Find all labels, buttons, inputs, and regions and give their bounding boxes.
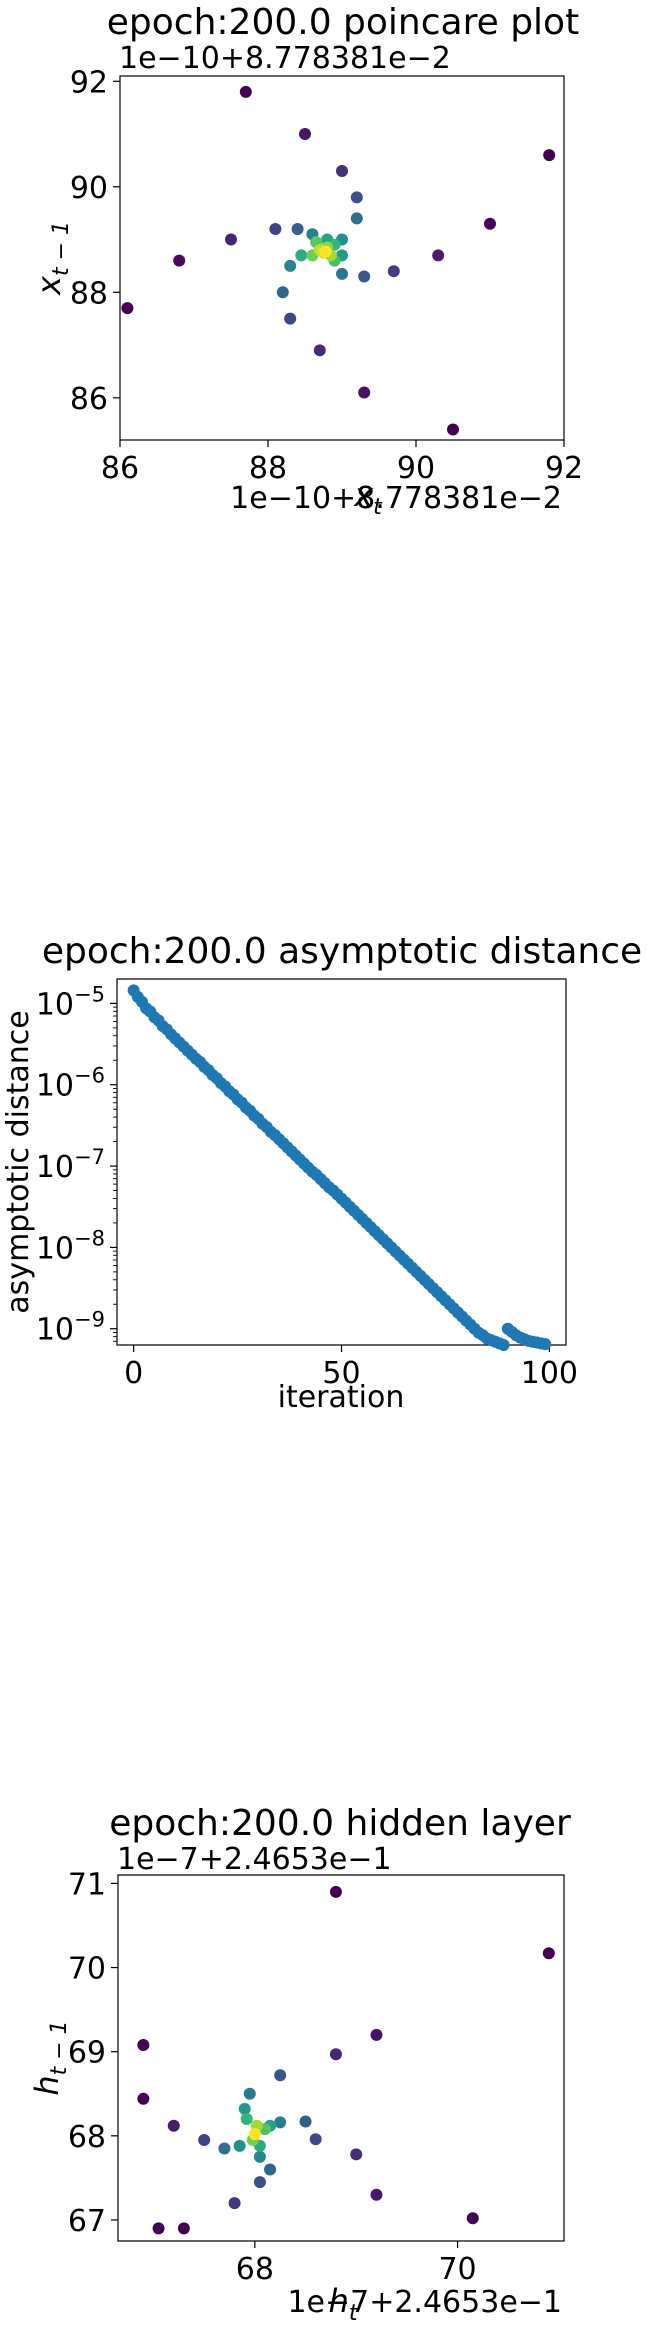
scatter-point bbox=[253, 2176, 266, 2189]
x-tick-label: 70 bbox=[438, 2252, 476, 2287]
scatter-point bbox=[284, 259, 297, 272]
x-axis-label: xt bbox=[353, 476, 383, 520]
scatter-point bbox=[264, 2163, 277, 2176]
x-offset-label: 1e−7+2.4653e−1 bbox=[287, 2285, 562, 2320]
scatter-point bbox=[350, 2148, 363, 2161]
y-tick-label: 10−5 bbox=[36, 982, 105, 1022]
scatter-point bbox=[240, 2113, 253, 2125]
scatter-point bbox=[447, 423, 459, 436]
scatter-point bbox=[370, 2188, 383, 2201]
scatter-point bbox=[284, 312, 297, 325]
y-axis-label: ht − 1 bbox=[28, 2020, 72, 2095]
y-tick-label: 10−8 bbox=[36, 1226, 105, 1266]
chart-title: epoch:200.0 asymptotic distance bbox=[42, 931, 642, 972]
x-tick-label: 86 bbox=[101, 451, 139, 486]
scatter-point bbox=[313, 344, 326, 357]
poincare-plot-panel: epoch:200.0 poincare plot 1e−10+8.778381… bbox=[0, 0, 647, 520]
scatter-point bbox=[497, 1339, 510, 1351]
y-tick-label: 71 bbox=[68, 1867, 106, 1902]
scatter-point bbox=[466, 2212, 479, 2225]
y-offset-label: 1e−7+2.4653e−1 bbox=[117, 1842, 392, 1877]
x-tick-label: 100 bbox=[521, 1356, 578, 1391]
scatter-point bbox=[137, 2038, 150, 2051]
x-tick-label: 68 bbox=[236, 2252, 274, 2287]
scatter-point bbox=[542, 1947, 555, 1960]
y-tick-label: 86 bbox=[70, 382, 108, 417]
chart-title: epoch:200.0 hidden layer bbox=[109, 1803, 571, 1844]
scatter-point bbox=[387, 265, 400, 278]
scatter-point bbox=[358, 270, 371, 283]
y-tick-label: 92 bbox=[70, 65, 108, 100]
asymptotic-distance-plot: epoch:200.0 asymptotic distance 0 50 100 10… bbox=[1, 931, 642, 1415]
scatter-point bbox=[358, 386, 371, 399]
y-tick-label: 10−6 bbox=[36, 1064, 105, 1104]
scatter-point bbox=[177, 2222, 190, 2235]
scatter-point bbox=[543, 149, 556, 162]
scatter-point bbox=[299, 2115, 312, 2128]
x-tick-label: 92 bbox=[545, 451, 583, 486]
scatter-point bbox=[198, 2134, 211, 2147]
scatter-point bbox=[432, 249, 445, 262]
scatter-point bbox=[243, 2087, 256, 2100]
scatter-point bbox=[274, 2069, 287, 2082]
scatter-point bbox=[329, 2048, 342, 2061]
scatter-point bbox=[173, 254, 186, 267]
scatter-point bbox=[248, 2128, 261, 2141]
scatter-point bbox=[319, 245, 332, 258]
chart-title: epoch:200.0 poincare plot bbox=[107, 2, 579, 43]
x-tick-label: 90 bbox=[397, 451, 435, 486]
scatter-point bbox=[238, 2102, 251, 2115]
scatter-point bbox=[137, 2092, 150, 2105]
poincare-plot: epoch:200.0 poincare plot 1e−10+8.778381… bbox=[30, 2, 583, 520]
scatter-point bbox=[484, 217, 496, 230]
scatter-point bbox=[350, 191, 363, 204]
x-tick-label: 50 bbox=[322, 1356, 360, 1391]
y-tick-label: 88 bbox=[70, 276, 108, 311]
y-axis-label: asymptotic distance bbox=[1, 1010, 36, 1313]
scatter-point bbox=[152, 2222, 165, 2235]
scatter-point bbox=[218, 2142, 231, 2155]
scatter-point bbox=[291, 222, 304, 235]
scatter-point bbox=[336, 267, 348, 280]
plot-frame bbox=[119, 75, 565, 441]
scatter-point bbox=[233, 2139, 246, 2152]
x-axis-label: ht bbox=[329, 2282, 359, 2323]
plot-frame bbox=[116, 978, 567, 1346]
scatter-point bbox=[269, 222, 282, 235]
scatter-point bbox=[228, 2197, 241, 2210]
x-tick-label: 0 bbox=[124, 1356, 143, 1391]
y-offset-label: 1e−10+8.778381e−2 bbox=[119, 41, 451, 76]
scatter-point bbox=[239, 85, 252, 98]
y-tick-label: 68 bbox=[68, 2120, 106, 2155]
scatter-point bbox=[336, 164, 348, 177]
scatter-point bbox=[253, 2150, 266, 2163]
scatter-point bbox=[370, 2028, 383, 2041]
x-tick-label: 88 bbox=[249, 451, 287, 486]
hidden-layer-plot: epoch:200.0 hidden layer 1e−7+2.4653e−1 … bbox=[28, 1803, 571, 2326]
scatter-point bbox=[276, 286, 289, 299]
scatter-point bbox=[309, 2133, 322, 2146]
y-axis-label: xt − 1 bbox=[30, 221, 74, 296]
scatter-point bbox=[225, 233, 237, 246]
scatter-point bbox=[539, 1338, 552, 1351]
scatter-point bbox=[121, 302, 134, 315]
asymptotic-distance-panel: epoch:200.0 asymptotic distance 0 50 100 10… bbox=[0, 900, 647, 1420]
scatter-point bbox=[329, 1885, 342, 1898]
y-tick-label: 10−7 bbox=[36, 1145, 105, 1185]
plot-frame bbox=[117, 1874, 565, 2242]
y-tick-label: 70 bbox=[68, 1952, 106, 1987]
hidden-layer-panel: epoch:200.0 hidden layer 1e−7+2.4653e−1 … bbox=[0, 1800, 647, 2326]
scatter-point bbox=[299, 128, 311, 141]
x-axis-label: iteration bbox=[278, 1380, 405, 1415]
y-tick-label: 69 bbox=[68, 2036, 106, 2071]
scatter-point bbox=[295, 249, 308, 262]
scatter-point bbox=[350, 212, 363, 225]
y-tick-label: 67 bbox=[68, 2204, 106, 2239]
scatter-point bbox=[167, 2119, 180, 2132]
y-tick-label: 90 bbox=[70, 171, 108, 206]
y-tick-label: 10−9 bbox=[36, 1308, 105, 1348]
x-offset-label: 1e−10+8.778381e−2 bbox=[230, 481, 562, 516]
scatter-point bbox=[274, 2116, 287, 2129]
